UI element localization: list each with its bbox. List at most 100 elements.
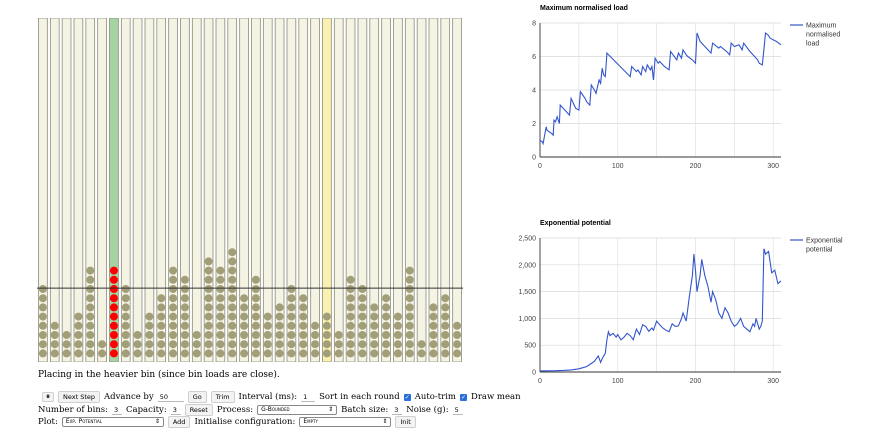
ball — [346, 275, 355, 284]
ball — [287, 294, 296, 303]
ball — [74, 331, 83, 339]
next-step-button[interactable]: Next Step — [58, 391, 101, 403]
bin — [191, 18, 202, 362]
ball — [287, 321, 296, 330]
init-config-select[interactable]: Empty ⇕ — [299, 417, 392, 427]
ball — [109, 331, 118, 339]
advance-by-input[interactable]: 50 — [157, 393, 184, 402]
ball — [441, 303, 450, 312]
ball — [251, 275, 260, 284]
bin — [251, 18, 261, 362]
ball — [216, 312, 225, 321]
ball — [346, 294, 355, 303]
plot-select[interactable]: Exp. Potential ⇕ — [61, 417, 164, 427]
ball — [109, 312, 118, 321]
exp-potential-plot: 0 500 1,000 1,500 2,000 2,500 0 100 200 300 Expone… — [518, 236, 843, 386]
ball — [109, 349, 118, 358]
process-select[interactable]: G-Bounded ⇕ — [257, 405, 338, 415]
ball — [74, 340, 83, 349]
ball — [263, 340, 272, 349]
ball — [204, 285, 213, 293]
reset-button[interactable]: Reset — [184, 404, 213, 416]
ball — [240, 340, 249, 349]
bin — [120, 18, 131, 362]
ball — [370, 340, 379, 349]
ball — [169, 312, 178, 321]
pause-button[interactable]: ⏸ — [42, 392, 54, 402]
ball — [204, 303, 213, 312]
ball — [393, 321, 402, 330]
num-bins-input[interactable]: 3 — [112, 406, 123, 415]
ball — [38, 331, 47, 339]
ball — [180, 275, 189, 284]
ball — [145, 340, 154, 349]
ball — [453, 331, 462, 339]
ball — [121, 294, 130, 303]
bins-visualisation — [37, 18, 463, 362]
init-config-select-value: Empty — [303, 418, 318, 425]
ball — [38, 349, 47, 358]
bin — [97, 18, 107, 362]
ball — [275, 312, 284, 321]
ball — [358, 303, 367, 312]
ball — [109, 303, 118, 312]
ball — [204, 266, 213, 275]
bin — [298, 18, 309, 362]
bin — [428, 18, 439, 362]
ball — [38, 285, 47, 293]
ball — [311, 349, 320, 358]
ball — [429, 303, 438, 312]
ball — [405, 303, 414, 312]
ball — [240, 312, 249, 321]
capacity-input[interactable]: 3 — [170, 406, 181, 415]
ball — [145, 349, 154, 358]
init-button[interactable]: Init — [395, 416, 416, 428]
ball — [441, 340, 450, 349]
max-load-chart: Maximum normalised load 0 2 4 6 8 0 100 200 300 M… — [500, 0, 885, 180]
ball — [287, 349, 296, 358]
bin — [310, 18, 320, 362]
ball — [287, 340, 296, 349]
go-button[interactable]: Go — [187, 391, 207, 403]
trim-button[interactable]: Trim — [210, 391, 235, 403]
bin — [203, 18, 214, 362]
bin — [61, 18, 72, 362]
ball — [358, 285, 367, 293]
ball — [453, 321, 462, 330]
ball — [180, 340, 189, 349]
bin — [109, 18, 119, 362]
ball — [228, 340, 237, 349]
sort-checkbox[interactable]: ✓ — [403, 393, 411, 401]
ball — [453, 349, 462, 358]
ball — [50, 331, 59, 339]
ball — [405, 285, 414, 293]
ball — [121, 331, 130, 339]
ball — [405, 294, 414, 303]
noise-input[interactable]: 5 — [452, 406, 463, 415]
select-arrows-icon: ⇕ — [328, 406, 334, 413]
ball — [370, 303, 379, 312]
ball — [228, 312, 237, 321]
auto-trim-checkbox[interactable]: ✓ — [460, 393, 467, 401]
ball — [346, 331, 355, 339]
interval-input[interactable]: 1 — [301, 393, 316, 402]
ball — [251, 303, 260, 312]
batch-size-input[interactable]: 3 — [392, 406, 403, 415]
ball — [121, 312, 130, 321]
legend-label: Exponential potential — [806, 238, 843, 254]
add-plot-button[interactable]: Add — [167, 416, 191, 428]
pause-icon: ⏸ — [46, 392, 50, 401]
ball — [228, 294, 237, 303]
ball — [275, 349, 284, 358]
bin — [168, 18, 178, 362]
ball — [346, 340, 355, 349]
ball — [86, 340, 95, 349]
ball — [405, 331, 414, 339]
ball — [121, 285, 130, 293]
ball — [370, 331, 379, 339]
ball — [204, 321, 213, 330]
x-tick-label: 0 — [538, 163, 542, 170]
ball — [145, 312, 154, 321]
ball — [192, 340, 201, 349]
bin — [144, 18, 155, 362]
